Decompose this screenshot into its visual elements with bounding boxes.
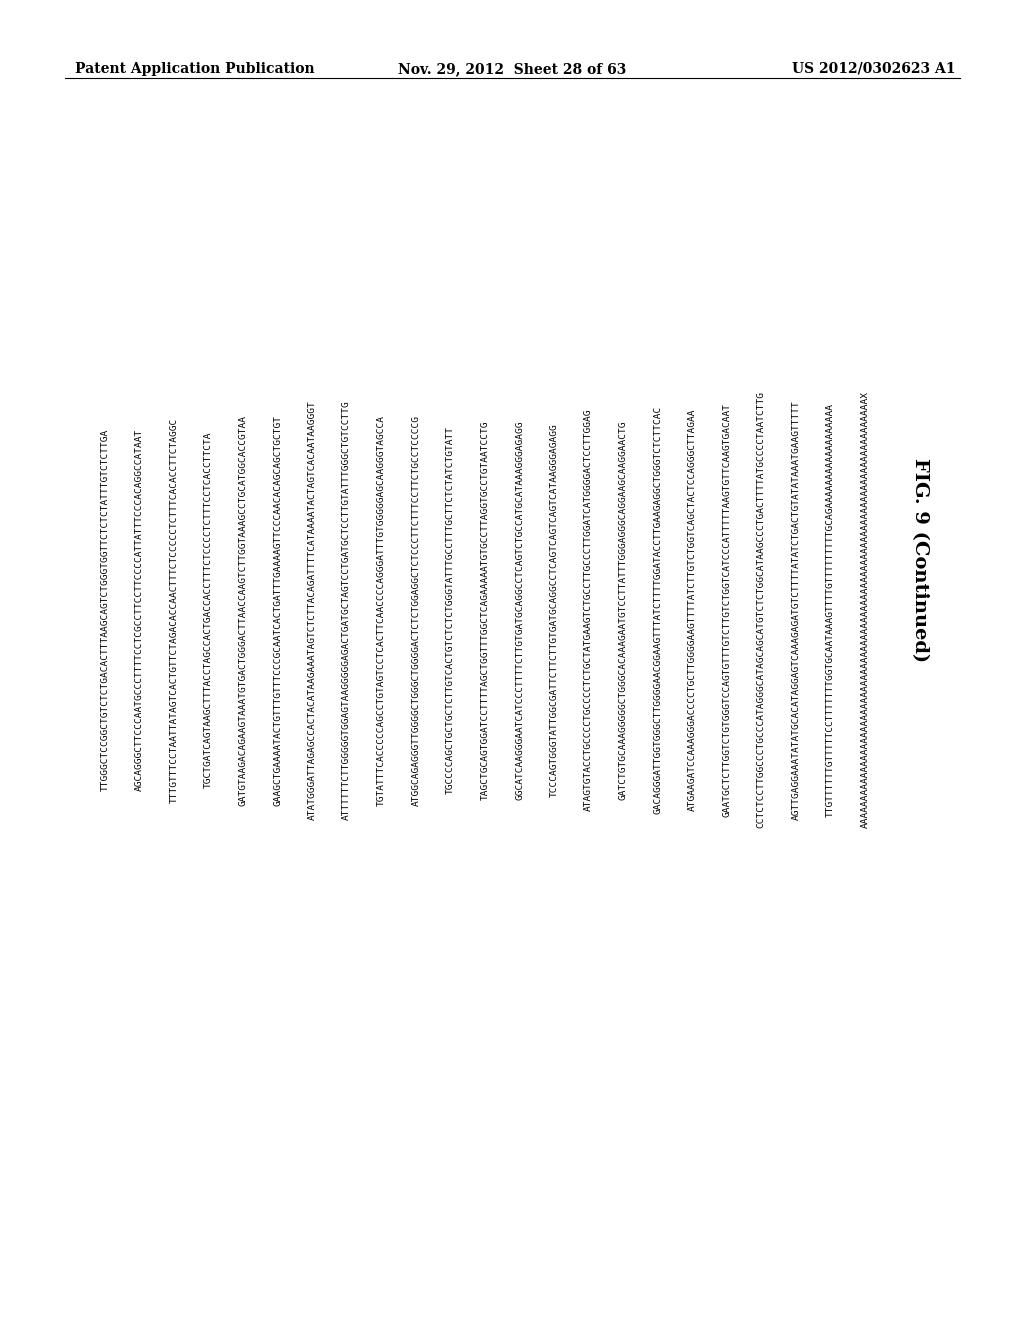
Text: GAATGCTCTTGGTCTGTGGGTCCAGTGTTTGTCTTGTCTGGTCATCCCATTTTTAAGTGTTCAAGTGACAAT: GAATGCTCTTGGTCTGTGGGTCCAGTGTTTGTCTTGTCTG… <box>722 403 731 817</box>
Text: GATGTAAGACAGAAGTAAATGTGACTGGGACTTAACCAAGTCTTGGTAAAGCCTGCATGGCACCGTAA: GATGTAAGACAGAAGTAAATGTGACTGGGACTTAACCAAG… <box>239 414 248 805</box>
Text: TAGCTGCAGTGGATCCTTTTAGCTGGTTTGGCTCAGAAAAATGTGCCTTAGGTGCCTGTAATCCTG: TAGCTGCAGTGGATCCTTTTAGCTGGTTTGGCTCAGAAAA… <box>480 420 489 800</box>
Text: TGTATTTCACCCCCAGCCTGTAGTCCTCACTTCAACCCCAGGGATTTGTGGGGGAGCAAGGGTAGCCA: TGTATTTCACCCCCAGCCTGTAGTCCTCACTTCAACCCCA… <box>377 414 386 805</box>
Text: US 2012/0302623 A1: US 2012/0302623 A1 <box>792 62 955 77</box>
Text: GGCATCAAGGGAATCATCCCTTTTCTTGTGATGCAGGCCTCAGTCTGCCATGCATAAAGGGAGAGG: GGCATCAAGGGAATCATCCCTTTTCTTGTGATGCAGGCCT… <box>515 420 524 800</box>
Text: TGCTGATCAGTAAGCTTTACCTAGCCACTGACCACCTTTCTCCCCTCTTTCCTCACCTTCTA: TGCTGATCAGTAAGCTTTACCTAGCCACTGACCACCTTTC… <box>204 432 213 788</box>
Text: ATATGGGATTAGAGCCACTACATAAGAAATAGTCTCTTACAGATTTTCATAAAATACTAGTCACAATAAGGGT: ATATGGGATTAGAGCCACTACATAAGAAATAGTCTCTTAC… <box>308 400 316 820</box>
Text: Nov. 29, 2012  Sheet 28 of 63: Nov. 29, 2012 Sheet 28 of 63 <box>397 62 627 77</box>
Text: TTTGTTTCCTAATTATAGTCACTGTTCTAGACACCAACTTTCTCCCCCTCTTTCACACCTTCTAGGC: TTTGTTTCCTAATTATAGTCACTGTTCTAGACACCAACTT… <box>170 417 178 803</box>
Text: ATGGCAGAGGGTTGGGGCTGGGCTGGGGACTCTCTGGAGGCTCTCCCTTCTTTCCTTCTGCCTCCCCG: ATGGCAGAGGGTTGGGGCTGGGCTGGGGACTCTCTGGAGG… <box>412 414 421 805</box>
Text: ATAGTGTACCTGCCCCTGCCCCTCTGCTATGAAGTCTGCCTTGCCCTTGGATCATGGGGACTCCTTGGAG: ATAGTGTACCTGCCCCTGCCCCTCTGCTATGAAGTCTGCC… <box>584 409 593 812</box>
Text: TTGTTTTTTGTTTTTCCTTTTTTTGGTGCAATAAAGTTTTGTTTTTTTTTGCAGAAAAAAAAAAAAAAAAAA: TTGTTTTTTGTTTTTCCTTTTTTTGGTGCAATAAAGTTTT… <box>826 403 835 817</box>
Text: FIG. 9 (Continued): FIG. 9 (Continued) <box>911 458 929 663</box>
Text: TCCCAGTGGGTATTGGCGATTCTTCTTGTGATGCAGGCCTCAGTCAGTCAGTCATAAGGGAGAGG: TCCCAGTGGGTATTGGCGATTCTTCTTGTGATGCAGGCCT… <box>550 424 558 797</box>
Text: Patent Application Publication: Patent Application Publication <box>75 62 314 77</box>
Text: GAAGCTGAAAATACTGTTTGTTTCCCGCAATCACTGATTTGAAAAGTTCCCAACACAGCAGCTGCTGT: GAAGCTGAAAATACTGTTTGTTTCCCGCAATCACTGATTT… <box>273 414 283 805</box>
Text: ATTTTTTCTTGGGGGTGGAGTAAGGGGGAGACTGATGCTAGTCCTGATGCTCCTTGTATTTGGGCTGTCCTTG: ATTTTTTCTTGGGGGTGGAGTAAGGGGGAGACTGATGCTA… <box>342 400 351 820</box>
Text: TTGGGCTCCGGCTGTCTCTGACACTTTAAGCAGTCTGGGTGGTTCTCTCTATTTGTCTCTTGA: TTGGGCTCCGGCTGTCTCTGACACTTTAAGCAGTCTGGGT… <box>100 429 110 791</box>
Text: AAAAAAAAAAAAAAAAAAAAAAAAAAAAAAAAAAAAAAAAAAAAAAAAAAAAAAAAAAAAAAAAAAAAAAAAAAAX: AAAAAAAAAAAAAAAAAAAAAAAAAAAAAAAAAAAAAAAA… <box>860 392 869 829</box>
Text: GACAGGGATTGGTGGGCTTGGGGAACGGAAGTTTATCTTTTGGATACCTTGAAGAGGCTGGGTCTCTTCAC: GACAGGGATTGGTGGGCTTGGGGAACGGAAGTTTATCTTT… <box>653 405 663 814</box>
Text: TGCCCCAGCTGCTGCTCTTGTCACTGTCTCTCTGGGTATTTGCCTTTGCTTCTCTATCTGTATT: TGCCCCAGCTGCTGCTCTTGTCACTGTCTCTCTGGGTATT… <box>446 426 455 795</box>
Text: ATGAAGATCCAAAGGGACCCCTGCTTGGGGAAGTTTTATCTTGTCTGGTCAGCTACTCCAGGGCTTAGAA: ATGAAGATCCAAAGGGACCCCTGCTTGGGGAAGTTTTATC… <box>688 409 696 812</box>
Text: AGCAGGGCTTCCCAATGCCCTTTTCCTCGCCTTCCTTCCCCATTATTTCCCACAGGCCATAAT: AGCAGGGCTTCCCAATGCCCTTTTCCTCGCCTTCCTTCCC… <box>135 429 144 791</box>
Text: GATCTGTGCAAAGGGGGCTGGGCACAAAGAATGTCCTTATTTGGGAGGGCAGGAAGCAAGGAACTG: GATCTGTGCAAAGGGGGCTGGGCACAAAGAATGTCCTTAT… <box>618 420 628 800</box>
Text: AGTTGAGGAAATATATGCACATAGGAGTCAAAGAGATGTCTTTTATATCTGACTGTATATAAATGAAGTTTTT: AGTTGAGGAAATATATGCACATAGGAGTCAAAGAGATGTC… <box>792 400 801 820</box>
Text: CCTCTCCTTGGCCCTGCCCATAGGGCATAGCAGCATGTCTCTGGCATAAGCCCTGACTTTTATGCCCCTAATCTTG: CCTCTCCTTGGCCCTGCCCATAGGGCATAGCAGCATGTCT… <box>757 392 766 829</box>
